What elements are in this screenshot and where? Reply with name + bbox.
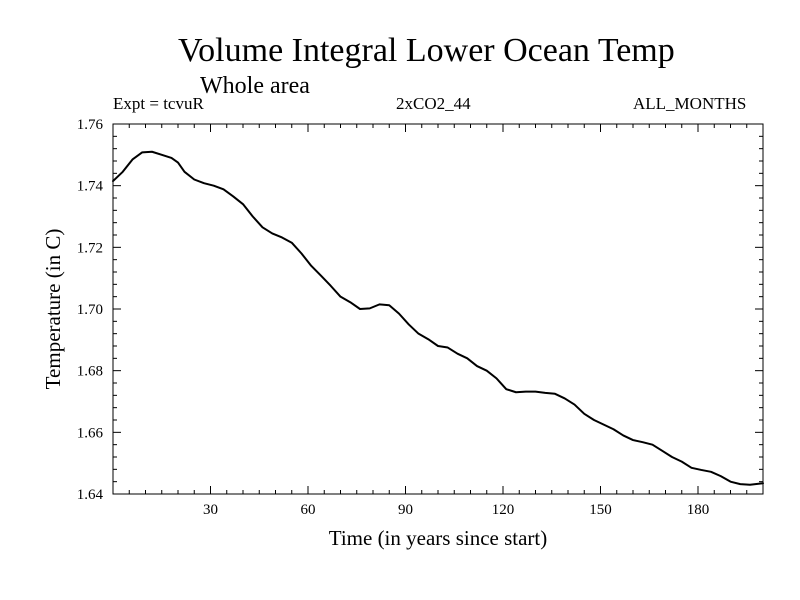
- plot-frame: [112, 123, 764, 495]
- chart-title: Volume Integral Lower Ocean Temp: [178, 32, 675, 69]
- x-tick-label: 180: [687, 502, 710, 518]
- months-label: ALL_MONTHS: [633, 94, 747, 113]
- experiment-label: Expt = tcvuR: [113, 94, 204, 113]
- x-tick-label: 120: [492, 502, 515, 518]
- case-label: 2xCO2_44: [396, 94, 471, 113]
- y-tick-label: 1.64: [77, 487, 104, 503]
- y-tick-label: 1.76: [77, 117, 104, 133]
- y-tick-label: 1.66: [77, 425, 104, 441]
- chart-subtitle: Whole area: [200, 73, 310, 99]
- y-tick-label: 1.70: [77, 302, 103, 318]
- y-tick-label: 1.74: [77, 179, 104, 195]
- x-tick-label: 30: [203, 502, 218, 518]
- y-axis-label: Temperature (in C): [41, 229, 65, 390]
- series-line: [112, 150, 764, 486]
- x-tick-label: 60: [301, 502, 316, 518]
- x-tick-label: 90: [398, 502, 413, 518]
- x-axis-label: Time (in years since start): [329, 526, 548, 550]
- y-tick-label: 1.68: [77, 364, 103, 380]
- x-tick-label: 150: [589, 502, 612, 518]
- y-tick-label: 1.72: [77, 240, 103, 256]
